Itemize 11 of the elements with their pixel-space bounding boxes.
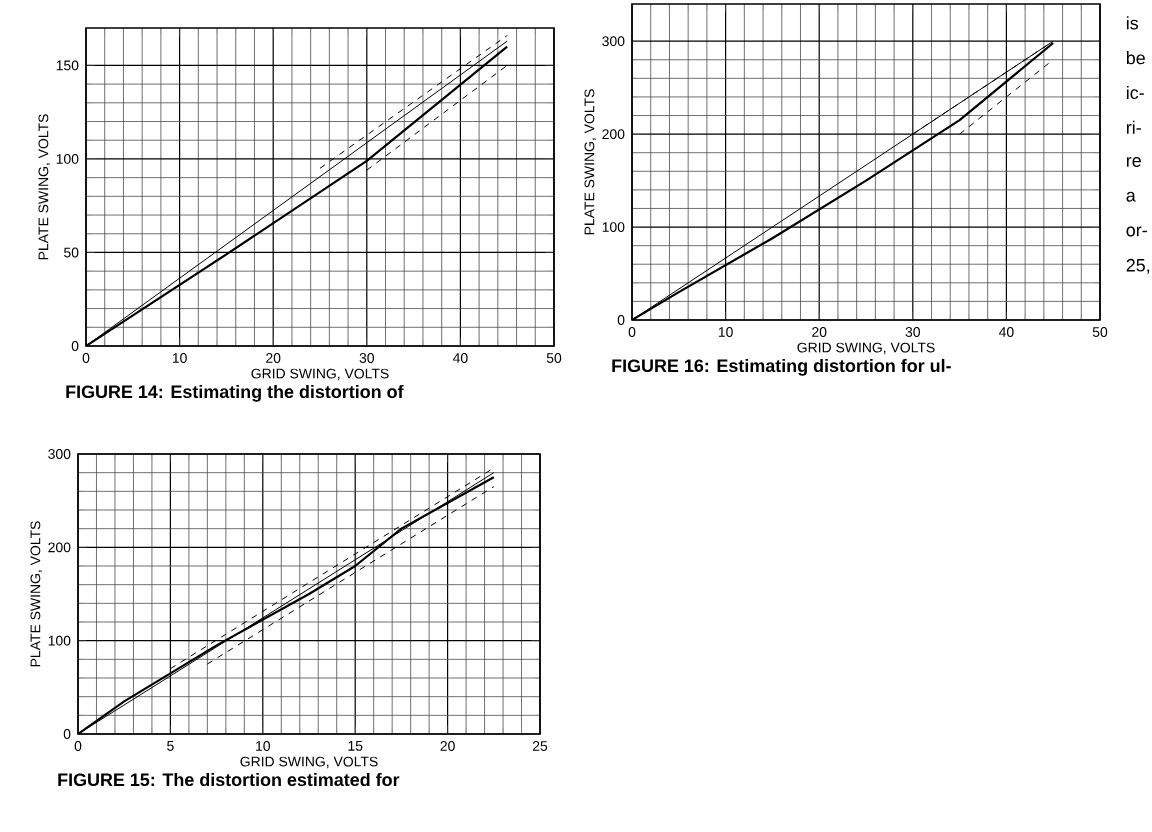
text: ic- xyxy=(1126,85,1144,100)
text: ri- xyxy=(1126,120,1141,134)
text: FIGURE 16: Estimating distortion for ul- xyxy=(612,358,951,376)
text: or- xyxy=(1126,226,1147,237)
text: be xyxy=(1126,51,1145,65)
text: re xyxy=(1126,157,1141,167)
text: a xyxy=(1126,191,1136,202)
text: FIGURE 14: Estimating the distortion of xyxy=(66,384,404,402)
text: is xyxy=(1126,16,1139,30)
text: FIGURE 15: The distortion estimated for xyxy=(58,772,400,787)
text: 25, xyxy=(1126,258,1150,274)
